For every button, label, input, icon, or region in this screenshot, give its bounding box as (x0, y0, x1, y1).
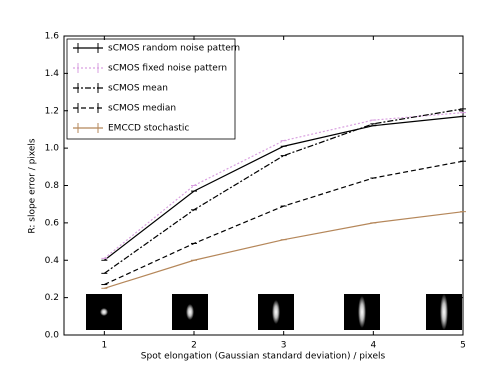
y-tick-label: 1.0 (45, 144, 60, 154)
legend-label: sCMOS random noise pattern (108, 44, 240, 54)
y-tick-label: 1.6 (45, 32, 60, 42)
spot-images (86, 294, 462, 330)
y-tick-label: 0.0 (45, 331, 60, 341)
y-tick-label: 0.4 (45, 256, 60, 266)
x-tick-label: 5 (460, 341, 466, 351)
y-tick-label: 0.8 (45, 181, 60, 191)
y-tick-label: 1.2 (45, 106, 59, 116)
spot (272, 300, 280, 324)
spot (186, 304, 194, 320)
x-tick-label: 3 (281, 341, 287, 351)
legend-label: sCMOS mean (108, 84, 168, 94)
legend-label: EMCCD stochastic (108, 124, 189, 134)
series-line (104, 211, 464, 289)
x-tick-label: 4 (370, 341, 376, 351)
y-axis-label: R: slope error / pixels (28, 138, 38, 234)
spot (100, 308, 108, 316)
y-tick-label: 1.4 (45, 69, 60, 79)
series-line (103, 112, 464, 259)
legend-box (66, 38, 236, 140)
x-tick-label: 1 (101, 341, 107, 351)
x-axis-label: Spot elongation (Gaussian standard devia… (141, 352, 386, 362)
y-tick-label: 0.6 (45, 218, 60, 228)
y-tick-label: 0.2 (45, 293, 59, 303)
series-line (104, 160, 464, 286)
series-line (104, 108, 464, 274)
legend-label: sCMOS fixed noise pattern (108, 64, 227, 74)
legend-label: sCMOS median (108, 104, 176, 114)
spot (358, 296, 366, 328)
spot (440, 294, 448, 330)
x-tick-label: 2 (191, 341, 197, 351)
